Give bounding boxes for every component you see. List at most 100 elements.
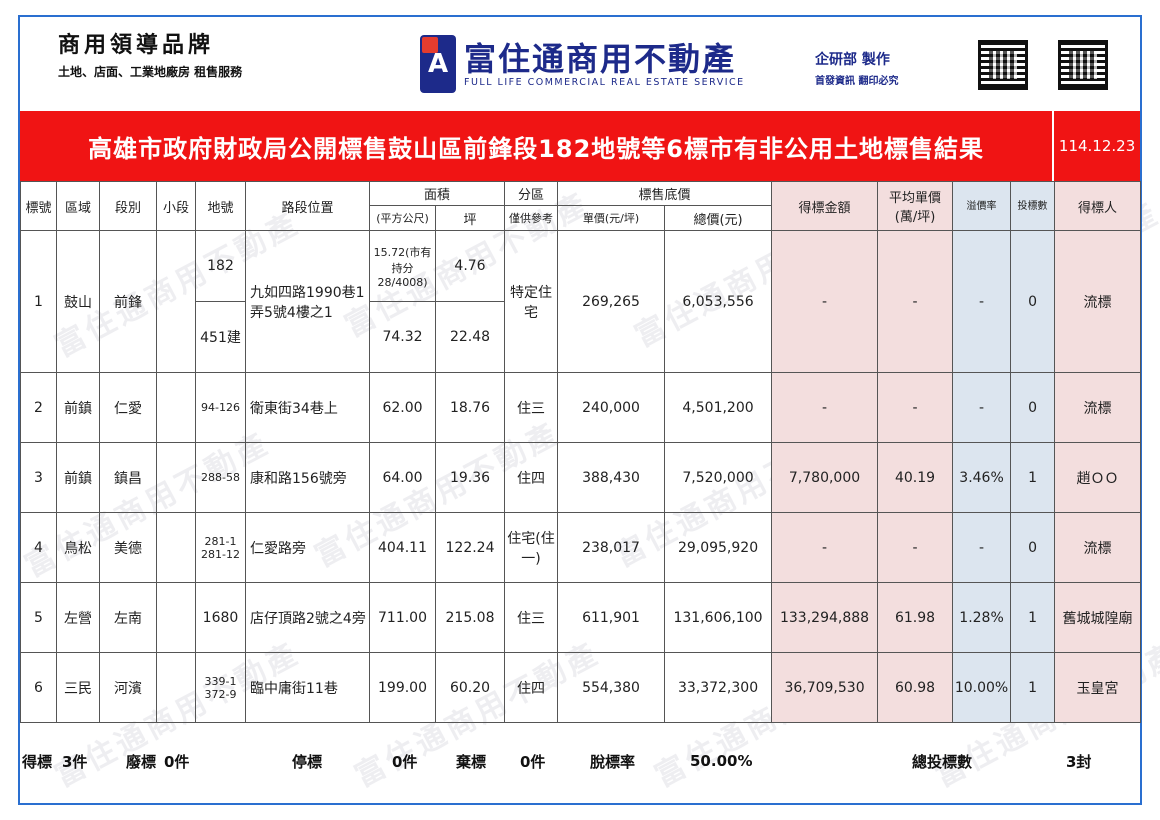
cell-district: 三民: [56, 652, 100, 723]
cell-avg-price: -: [877, 372, 954, 443]
cell-area: 711.00: [369, 582, 436, 653]
cell-zone: 住宅(住一): [504, 512, 559, 583]
cell-lot: 451建: [195, 301, 246, 373]
cell-no: 6: [20, 652, 57, 723]
cell-road: 仁愛路旁: [245, 512, 370, 583]
brand-block: 商用領導品牌 土地、店面、工業地廠房 租售服務: [58, 27, 242, 80]
cell-no: 2: [20, 372, 57, 443]
cell-bids: 0: [1010, 230, 1056, 373]
void-value: 0件: [164, 752, 190, 771]
cell-premium: 3.46%: [952, 442, 1012, 513]
brand-subtitle: 土地、店面、工業地廠房 租售服務: [58, 65, 243, 79]
cell-unit-price: 388,430: [557, 442, 666, 513]
cell-subsection: [156, 652, 196, 723]
cell-winner: 玉皇宮: [1054, 652, 1142, 723]
header-zone-note: 僅供參考: [504, 205, 559, 231]
cell-unit-price: 240,000: [557, 372, 666, 443]
cell-zone: 住四: [504, 442, 559, 513]
cell-road: 九如四路1990巷1弄5號4樓之1: [245, 230, 370, 373]
cell-lot: 288-58: [195, 442, 246, 513]
won-value: 3件: [62, 752, 88, 771]
cell-bids: 1: [1010, 652, 1056, 723]
table-row: 6 三民 河濱 339-1 372-9 臨中庸街11巷 199.00 60.20…: [20, 652, 1142, 723]
cell-zone: 特定住宅: [504, 230, 559, 373]
cell-ping: 19.36: [434, 442, 506, 513]
header-bids: 投標數: [1010, 181, 1056, 231]
cell-avg-price: 40.19: [877, 442, 954, 513]
cell-section: 前鋒: [99, 230, 157, 373]
cell-area: 404.11: [369, 512, 436, 583]
cell-winning-amount: -: [771, 230, 879, 373]
cell-section: 仁愛: [99, 372, 157, 443]
cell-area: 199.00: [369, 652, 436, 723]
cell-ping: 22.48: [434, 301, 506, 373]
logo-icon: A: [420, 35, 456, 93]
table-row: 451建 74.32 22.48: [21, 301, 1141, 373]
cell-area: 62.00: [369, 372, 436, 443]
cell-bids: 0: [1010, 512, 1056, 583]
header-premium: 溢價率: [952, 181, 1012, 231]
rate-value: 50.00%: [690, 752, 753, 770]
cell-subsection: [156, 372, 196, 443]
header-winning-amount: 得標金額: [771, 181, 879, 231]
cell-unit-price: 269,265: [557, 230, 666, 373]
cell-ping: 4.76: [434, 230, 506, 302]
company-logo: A 富住通商用不動產 FULL LIFE COMMERCIAL REAL EST…: [420, 35, 745, 93]
cell-district: 左營: [56, 582, 100, 653]
qr-code-icon: [978, 40, 1028, 90]
cell-total-price: 131,606,100: [664, 582, 773, 653]
won-label: 得標: [22, 752, 53, 771]
cell-total-price: 29,095,920: [664, 512, 773, 583]
cell-road: 店仔頂路2號之4旁: [245, 582, 370, 653]
cell-district: 前鎮: [56, 372, 100, 443]
cell-avg-price: 60.98: [877, 652, 954, 723]
table-row: 3 前鎮 鎮昌 288-58 康和路156號旁 64.00 19.36 住四 3…: [20, 442, 1142, 513]
stopped-label: 停標: [292, 752, 323, 771]
header-total-price: 總價(元): [664, 205, 773, 231]
table-header-row: 標號 區域 段別 小段 地號 路段位置 面積 分區 標售底價 得標金額 平均單價…: [20, 181, 1142, 231]
copyright-note: 首發資訊 翻印必究: [815, 76, 899, 87]
cell-lot: 182: [195, 230, 246, 302]
cell-subsection: [156, 512, 196, 583]
cell-no: 3: [20, 442, 57, 513]
cell-winner: 流標: [1054, 372, 1142, 443]
page-title: 高雄市政府財政局公開標售鼓山區前鋒段182地號等6標市有非公用土地標售結果: [88, 134, 984, 163]
cell-district: 鳥松: [56, 512, 100, 583]
cell-subsection: [156, 582, 196, 653]
cell-total-price: 7,520,000: [664, 442, 773, 513]
cell-area: 74.32: [369, 301, 436, 373]
cell-winning-amount: -: [771, 512, 879, 583]
cell-lot: 94-126: [195, 372, 246, 443]
header-lot: 地號: [195, 181, 246, 231]
cell-road: 臨中庸街11巷: [245, 652, 370, 723]
cell-winner: 流標: [1054, 512, 1142, 583]
header-no: 標號: [20, 181, 57, 231]
document-frame: [18, 15, 1142, 805]
cell-zone: 住四: [504, 652, 559, 723]
rate-label: 脫標率: [590, 752, 636, 771]
table-row: 5 左營 左南 1680 店仔頂路2號之4旁 711.00 215.08 住三 …: [20, 582, 1142, 653]
header-section: 段別: [99, 181, 157, 231]
cell-winner: 趙ＯＯ: [1054, 442, 1142, 513]
cell-ping: 215.08: [434, 582, 506, 653]
results-table: 標號 區域 段別 小段 地號 路段位置 面積 分區 標售底價 得標金額 平均單價…: [20, 181, 1142, 723]
cell-lot: 1680: [195, 582, 246, 653]
cell-no: 5: [20, 582, 57, 653]
cell-avg-price: -: [877, 512, 954, 583]
logo-chinese-name: 富住通商用不動產: [464, 39, 737, 78]
total-bids-label: 總投標數: [912, 752, 973, 771]
cell-section: 鎮昌: [99, 442, 157, 513]
brand-title: 商用領導品牌: [58, 33, 215, 58]
cell-bids: 1: [1010, 442, 1056, 513]
cell-road: 衛東街34巷上: [245, 372, 370, 443]
cell-avg-price: -: [877, 230, 954, 373]
page-header: 商用領導品牌 土地、店面、工業地廠房 租售服務 A 富住通商用不動產 FULL …: [20, 17, 1140, 111]
cell-winning-amount: 133,294,888: [771, 582, 879, 653]
header-unit-price: 單價(元/坪): [557, 205, 666, 231]
cell-ping: 18.76: [434, 372, 506, 443]
cell-bids: 1: [1010, 582, 1056, 653]
cell-premium: 10.00%: [952, 652, 1012, 723]
cell-lot: 339-1 372-9: [195, 652, 246, 723]
header-zone: 分區: [504, 181, 559, 206]
stopped-value: 0件: [392, 752, 418, 771]
